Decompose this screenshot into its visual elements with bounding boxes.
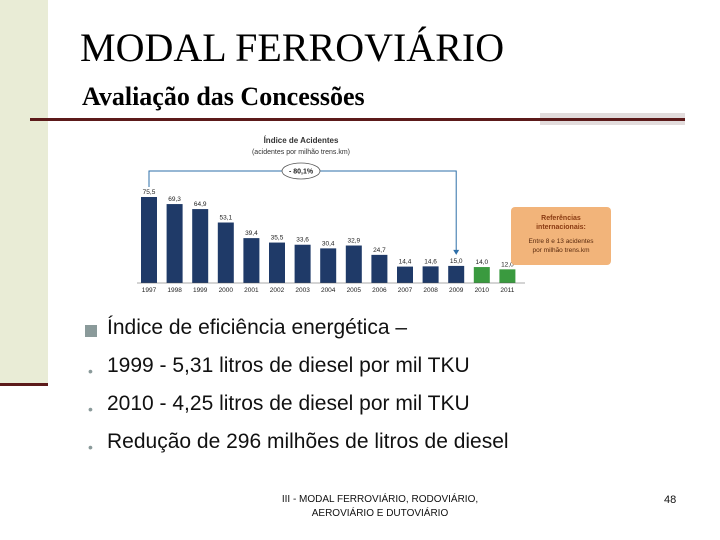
bars-layer: 75,5 1997 69,3 1998 64,9 1999 53,1 2000 39,4 2001…	[137, 189, 525, 294]
x-tick-label: 2003	[295, 287, 310, 294]
reduction-arrow: - 80,1%	[148, 162, 460, 255]
dot-bullet-icon: •	[88, 439, 93, 455]
bar-value-label: 32,9	[347, 238, 360, 245]
x-tick-label: 2004	[321, 287, 336, 294]
chart-subtitle: (acidentes por milhão trens.km)	[252, 149, 350, 156]
bar-value-label: 15,0	[450, 258, 463, 265]
reference-text: Entre 8 e 13 acidentes por milhão trens.k…	[528, 238, 594, 254]
bar-2001	[243, 238, 260, 283]
slide-footer: III - MODAL FERROVIÁRIO, RODOVIÁRIO, AER…	[270, 493, 490, 521]
x-tick-label: 2007	[398, 287, 413, 294]
bar-value-label: 33,6	[296, 237, 309, 244]
bar-value-label: 53,1	[219, 215, 232, 222]
bullet-text: Redução de 296 milhões de litros de dies…	[107, 430, 509, 453]
reference-text-line: por milhão trens.km	[532, 247, 589, 254]
bar-2006	[371, 254, 388, 283]
bar-value-label: 75,5	[143, 189, 156, 196]
x-tick-label: 1998	[167, 287, 182, 294]
bar-2005	[345, 245, 362, 283]
bar-2008	[422, 266, 439, 283]
reference-title-line: Referências	[541, 215, 581, 222]
bar-value-label: 30,4	[322, 240, 335, 247]
chart-title: Índice de Acidentes	[264, 136, 339, 145]
bar-1999	[192, 209, 209, 283]
bar-1998	[166, 204, 183, 283]
reference-title-line: internacionais:	[536, 224, 586, 231]
x-tick-label: 2008	[423, 287, 438, 294]
bullet-text: Índice de eficiência energética –	[107, 316, 408, 339]
dot-bullet-icon: •	[88, 401, 93, 417]
bar-value-label: 64,9	[194, 201, 207, 208]
x-tick-label: 1999	[193, 287, 208, 294]
footer-line: III - MODAL FERROVIÁRIO, RODOVIÁRIO,	[281, 494, 479, 505]
page-number: 48	[664, 494, 677, 506]
reference-box-bg	[511, 207, 611, 265]
footer-line: AEROVIÁRIO E DUTOVIÁRIO	[311, 508, 449, 519]
x-tick-label: 2011	[500, 287, 514, 294]
slide-title: MODAL FERROVIÁRIO	[80, 25, 505, 70]
x-tick-label: 2010	[475, 287, 490, 294]
x-tick-label: 1997	[142, 287, 157, 294]
reference-title: Referências internacionais:	[536, 215, 586, 231]
bar-2003	[294, 244, 311, 283]
x-tick-label: 2005	[347, 287, 362, 294]
reference-box: Referências internacionais: Entre 8 e 13 a…	[511, 207, 611, 265]
bar-2002	[269, 242, 285, 283]
left-accent-bar	[0, 0, 48, 385]
arrow-head-icon	[453, 249, 460, 255]
bar-2007	[397, 266, 413, 283]
x-tick-label: 2000	[219, 287, 234, 294]
reduction-label: - 80,1%	[289, 169, 314, 176]
bar-value-label: 12,0	[501, 261, 514, 268]
bar-value-label: 39,4	[245, 230, 258, 237]
dot-bullet-icon: •	[88, 363, 93, 379]
bar-value-label: 35,5	[271, 235, 284, 242]
accident-index-chart: Índice de Acidentes (acidentes por milhã…	[133, 127, 621, 297]
square-bullet-icon	[85, 325, 97, 337]
bar-value-label: 14,4	[399, 259, 412, 266]
bar-2011	[499, 269, 516, 283]
title-rule	[30, 118, 685, 121]
x-tick-label: 2001	[244, 287, 259, 294]
bar-2009	[448, 265, 465, 283]
bar-2010	[473, 267, 490, 283]
bar-2004	[320, 248, 337, 283]
bar-value-label: 14,0	[475, 259, 488, 266]
x-tick-label: 2009	[449, 287, 464, 294]
bar-value-label: 24,7	[373, 247, 386, 254]
bar-value-label: 14,6	[424, 258, 437, 265]
left-accent-rule	[0, 383, 48, 386]
reference-text-line: Entre 8 e 13 acidentes	[528, 238, 594, 245]
bullet-text: 1999 - 5,31 litros de diesel por mil TKU	[107, 354, 470, 377]
bar-2000	[217, 222, 234, 283]
bar-1997	[141, 197, 157, 283]
bar-value-label: 69,3	[168, 196, 181, 203]
x-tick-label: 2006	[372, 287, 387, 294]
reduction-badge	[281, 162, 321, 180]
bullet-text: 2010 - 4,25 litros de diesel por mil TKU	[107, 392, 470, 415]
x-tick-label: 2002	[270, 287, 285, 294]
slide-subtitle: Avaliação das Concessões	[82, 82, 365, 111]
